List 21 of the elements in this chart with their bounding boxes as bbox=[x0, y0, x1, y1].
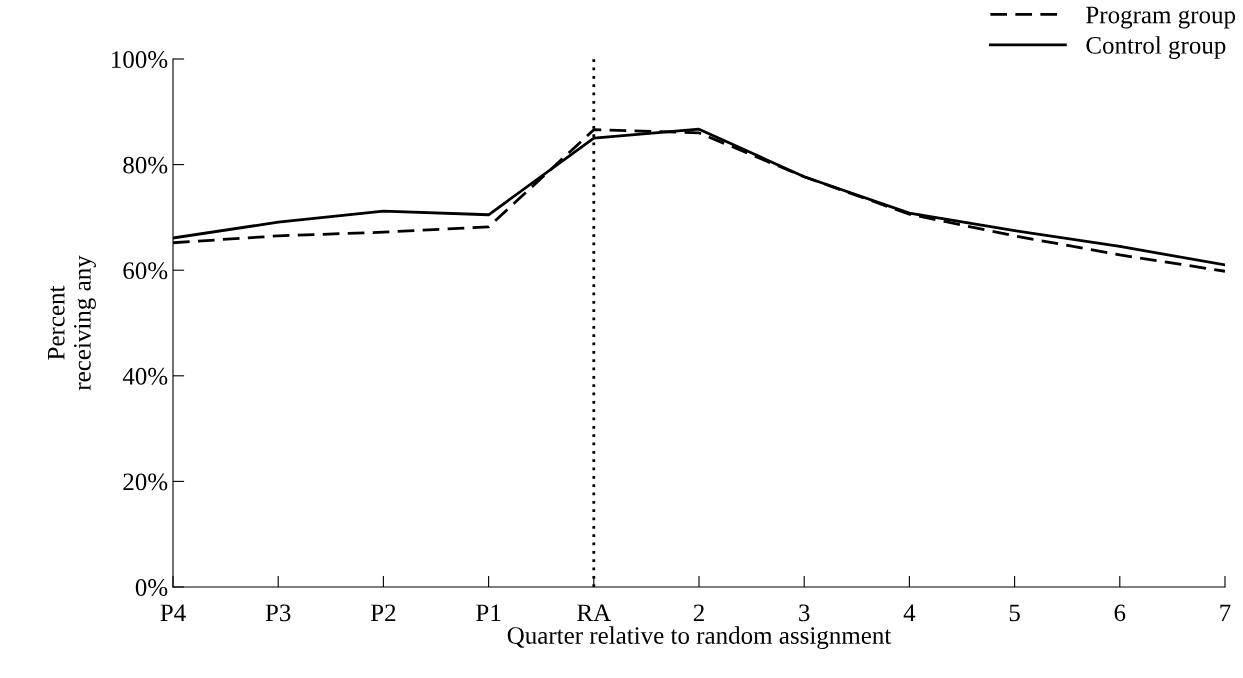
legend-label: Control group bbox=[1086, 36, 1226, 59]
x-tick-label: 3 bbox=[799, 604, 810, 622]
y-tick-label: 100% bbox=[112, 51, 168, 68]
x-tick-label: P1 bbox=[476, 604, 501, 622]
x-tick-label: 2 bbox=[693, 604, 704, 622]
y-tick-label: 20% bbox=[123, 473, 168, 491]
x-axis-title: Quarter relative to random assignment bbox=[507, 626, 892, 650]
x-tick-label: 5 bbox=[1009, 604, 1020, 622]
y-tick-label: 0% bbox=[135, 579, 168, 596]
x-tick-label: 4 bbox=[903, 604, 916, 622]
x-tick-label: 6 bbox=[1114, 604, 1126, 622]
x-tick-label: RA bbox=[577, 604, 611, 622]
x-tick-label: P2 bbox=[370, 604, 396, 622]
y-tick-label: 80% bbox=[123, 156, 168, 174]
y-axis-title: Percent receiving any bbox=[48, 255, 96, 391]
legend-label: Program group bbox=[1086, 6, 1236, 29]
x-tick-label: 7 bbox=[1220, 604, 1231, 622]
x-tick-label: P3 bbox=[265, 604, 291, 622]
x-tick-label: P4 bbox=[160, 604, 186, 622]
y-tick-label: 60% bbox=[123, 262, 168, 280]
y-tick-label: 40% bbox=[122, 367, 168, 385]
